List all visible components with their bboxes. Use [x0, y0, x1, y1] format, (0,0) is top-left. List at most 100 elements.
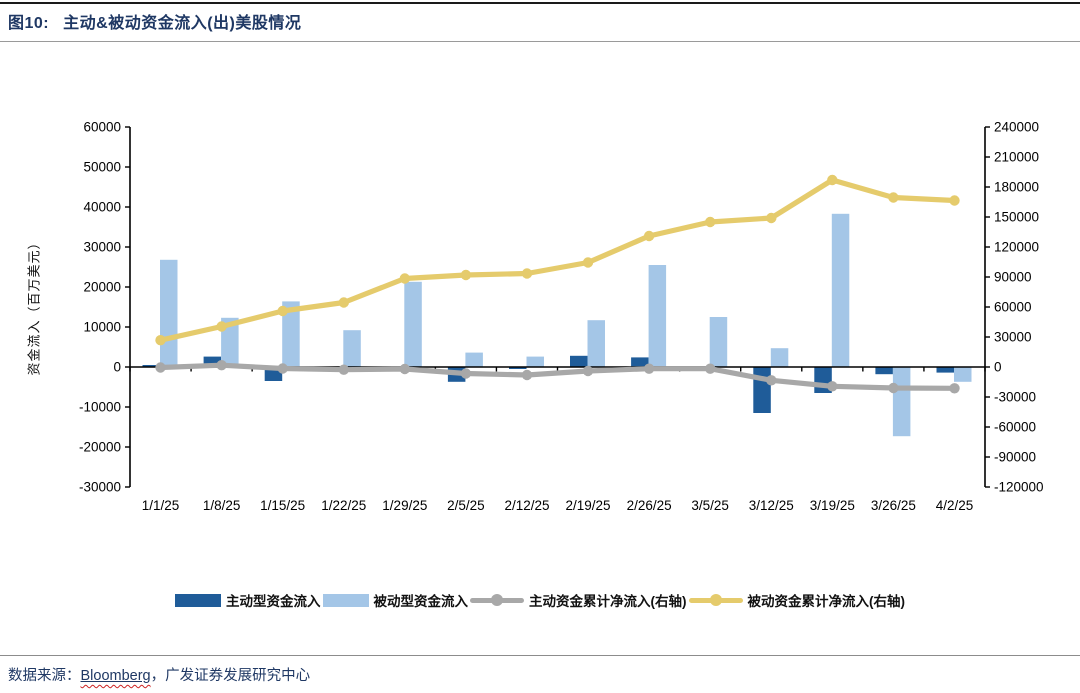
bar-active: [142, 365, 160, 367]
x-tick-label: 1/29/25: [382, 498, 427, 513]
data-source-note: 数据来源：Bloomberg，广发证券发展研究中心: [8, 664, 310, 685]
x-tick-label: 2/19/25: [566, 498, 611, 513]
bar-passive: [465, 352, 483, 367]
line-marker-icon: [155, 335, 166, 346]
y-tick-label-right: -60000: [994, 420, 1036, 435]
y-tick-label-left: -30000: [79, 480, 121, 495]
line-marker-icon: [643, 230, 655, 242]
cum-line-passive: [155, 174, 960, 346]
figure-number-label: 图10:: [8, 15, 50, 32]
flow-chart: -30000 -20000 -10000 0 10000 20000 30000 40000 5…: [79, 120, 1044, 514]
line-marker-icon: [216, 360, 227, 371]
bar-active: [509, 367, 527, 369]
active-line-swatch-icon: [470, 593, 524, 607]
x-tick-label: 1/1/25: [142, 498, 180, 513]
y-tick-label-left: 30000: [83, 240, 121, 255]
title-divider: [0, 41, 1080, 42]
x-tick-label: 3/26/25: [871, 498, 916, 513]
top-divider: [0, 2, 1080, 4]
x-tick-label: 2/26/25: [627, 498, 672, 513]
x-tick-label: 4/2/25: [936, 498, 974, 513]
line-marker-icon: [888, 382, 899, 394]
line-marker-icon: [582, 365, 594, 377]
y-tick-label-right: -30000: [994, 390, 1036, 405]
cum-line-path: [157, 362, 958, 391]
x-tick-label: 3/19/25: [810, 498, 855, 513]
line-marker-icon: [705, 363, 716, 374]
x-tick-label: 1/8/25: [203, 498, 241, 513]
bars-layer: [142, 213, 972, 437]
bar-active: [875, 367, 893, 375]
x-tick-label: 3/5/25: [691, 498, 729, 513]
source-suffix: ，广发证券发展研究中心: [150, 668, 311, 684]
legend-label: 主动型资金流入: [226, 594, 321, 609]
bar-passive: [831, 213, 850, 367]
bar-passive: [221, 317, 239, 367]
active-bar-swatch-icon: [175, 593, 221, 607]
line-marker-icon: [949, 383, 960, 394]
line-marker-icon: [705, 216, 716, 228]
bar-passive: [892, 367, 911, 437]
line-marker-icon: [888, 192, 899, 203]
line-marker-icon: [949, 195, 960, 206]
bar-passive: [404, 281, 422, 367]
bar-active: [631, 357, 649, 367]
y-tick-label-right: 150000: [994, 210, 1039, 225]
legend-item-active-line: 主动资金累计净流入(右轴): [470, 590, 687, 610]
line-marker-icon: [460, 368, 472, 379]
y-tick-label-right: 210000: [994, 150, 1039, 165]
source-prefix: 数据来源：: [8, 668, 81, 684]
line-marker-icon: [277, 363, 288, 374]
bar-active: [570, 355, 588, 367]
bar-active: [936, 367, 954, 373]
x-tick-label: 1/22/25: [321, 498, 366, 513]
line-marker-icon: [521, 268, 533, 279]
cum-line-path: [157, 177, 958, 343]
y-tick-label-left: 0: [113, 360, 121, 375]
y-tick-label-right: 30000: [994, 330, 1032, 345]
y-tick-label-left: 50000: [83, 160, 121, 175]
passive-bar-swatch-icon: [322, 593, 369, 607]
chart-legend: 主动型资金流入 被动型资金流入 主动资金累计净流入(右轴) 被动资金累计净流入(…: [0, 590, 1080, 610]
line-marker-icon: [338, 297, 349, 308]
y-tick-label-right: -90000: [994, 450, 1036, 465]
line-marker-icon: [399, 273, 410, 284]
bar-passive: [160, 259, 178, 367]
y-tick-label-left: -20000: [79, 440, 121, 455]
line-marker-icon: [582, 257, 594, 268]
y-tick-label-right: 0: [994, 360, 1002, 375]
y-tick-label-right: 90000: [994, 270, 1032, 285]
passive-line-swatch-icon: [688, 593, 743, 607]
line-marker-icon: [827, 381, 838, 392]
y-tick-label-left: -10000: [79, 400, 121, 415]
bar-passive: [954, 367, 972, 382]
line-marker-icon: [766, 375, 777, 386]
bar-active: [753, 367, 771, 413]
legend-label: 被动型资金流入: [373, 594, 469, 609]
y-tick-label-right: 60000: [994, 300, 1032, 315]
line-marker-icon: [460, 269, 472, 281]
legend-item-passive-bar: 被动型资金流入: [322, 590, 469, 610]
y-tick-label-right: 240000: [994, 120, 1039, 135]
line-marker-icon: [521, 369, 533, 381]
line-marker-icon: [766, 212, 777, 224]
y-tick-label-left: 20000: [83, 280, 121, 295]
x-tick-label: 1/15/25: [260, 498, 305, 513]
bar-passive: [343, 330, 361, 367]
line-marker-icon: [643, 363, 655, 374]
source-name: Bloomberg: [80, 668, 151, 684]
y-tick-label-right: 180000: [994, 180, 1039, 195]
legend-label: 主动资金累计净流入(右轴): [529, 594, 687, 609]
line-marker-icon: [277, 305, 288, 317]
figure-title: 图10: 主动&被动资金流入(出)美股情况: [8, 9, 301, 33]
x-tick-label: 3/12/25: [749, 498, 794, 513]
line-marker-icon: [399, 363, 410, 375]
bar-passive: [282, 301, 300, 367]
x-tick-label: 2/12/25: [504, 498, 549, 513]
y-tick-label-right: 120000: [994, 240, 1039, 255]
axes-layer: -30000 -20000 -10000 0 10000 20000 30000 40000 5…: [79, 120, 1044, 514]
footer-divider: [0, 655, 1080, 656]
bar-passive: [526, 356, 544, 367]
y-tick-label-right: -120000: [994, 480, 1044, 495]
